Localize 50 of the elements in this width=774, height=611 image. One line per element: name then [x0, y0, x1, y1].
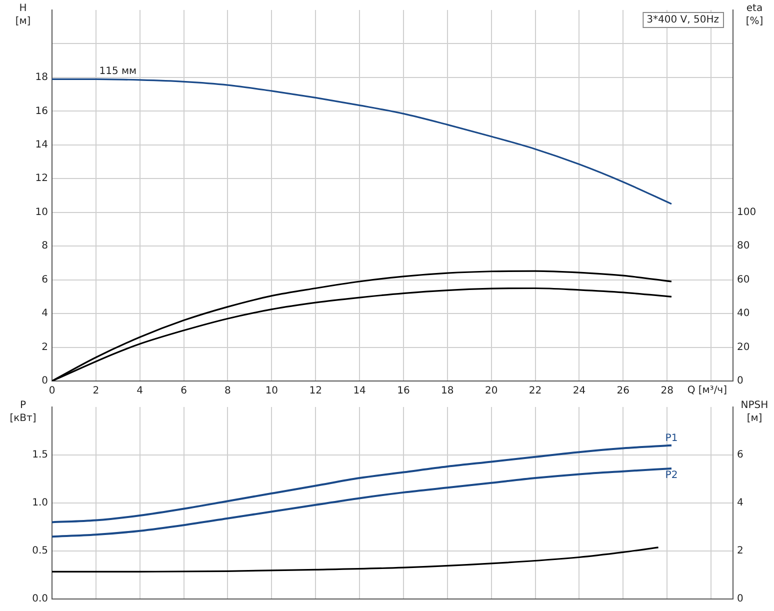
y2-tick-label: 4: [737, 498, 744, 509]
x-tick-label: 4: [136, 386, 144, 397]
y-tick-label: 4: [42, 308, 48, 320]
y-tick-label: 10: [35, 206, 48, 218]
y2-tick-label: 0: [737, 376, 744, 387]
series-label: P2: [665, 470, 678, 482]
x-tick-label: 14: [353, 386, 366, 397]
y-tick-label: 16: [35, 106, 48, 117]
y-axis-title: P [кВт]: [8, 399, 38, 425]
y2-tick-label: 0: [737, 594, 744, 605]
x-tick-label: 20: [484, 386, 498, 397]
y-tick-label: 6: [42, 274, 48, 286]
y2-tick-label: 6: [737, 450, 744, 461]
x-tick-label: 2: [92, 386, 100, 397]
y-tick-label: 18: [35, 72, 48, 84]
y-tick-label: 0: [42, 376, 48, 387]
line-series: [52, 78, 672, 205]
line-series: [52, 546, 660, 572]
x-tick-label: 10: [265, 386, 278, 397]
x-tick-label: 8: [224, 386, 231, 397]
y2-tick-label: 80: [737, 240, 750, 252]
x-tick-label: 6: [180, 386, 187, 397]
text: 3*400 V, 50Hz: [646, 14, 720, 26]
y2-tick-label: 60: [737, 274, 750, 286]
y-tick-label: 2: [42, 342, 48, 353]
y-tick-label: 14: [35, 140, 48, 151]
x-tick-label: 0: [48, 386, 56, 397]
x-tick-label: 26: [616, 386, 630, 397]
y2-axis-title: NPSH [м]: [740, 399, 770, 425]
y2-tick-label: 20: [737, 342, 750, 353]
y2-tick-label: 100: [737, 206, 756, 218]
y-tick-label: 0.0: [32, 594, 48, 605]
x-tick-label: 12: [309, 386, 322, 397]
x-tick-label: 28: [660, 386, 674, 397]
y2-tick-label: 2: [737, 546, 744, 557]
x-axis-title: Q [м³/ч]: [685, 384, 729, 397]
y-axis-title: H [м]: [14, 2, 32, 28]
y-tick-label: 12: [35, 173, 48, 184]
y-tick-label: 1.5: [32, 450, 48, 461]
y-tick-label: 1.0: [32, 498, 48, 509]
y-tick-label: 0.5: [32, 546, 48, 557]
y2-tick-label: 40: [737, 308, 750, 320]
x-tick-label: 22: [528, 386, 542, 397]
y-tick-label: 8: [42, 240, 48, 252]
x-tick-label: 18: [441, 386, 454, 397]
y2-axis-title: eta [%]: [744, 2, 764, 28]
series-label: P1: [665, 432, 678, 444]
annotation: 115 мм: [99, 66, 137, 78]
x-tick-label: 24: [572, 386, 586, 397]
x-tick-label: 16: [397, 386, 410, 397]
